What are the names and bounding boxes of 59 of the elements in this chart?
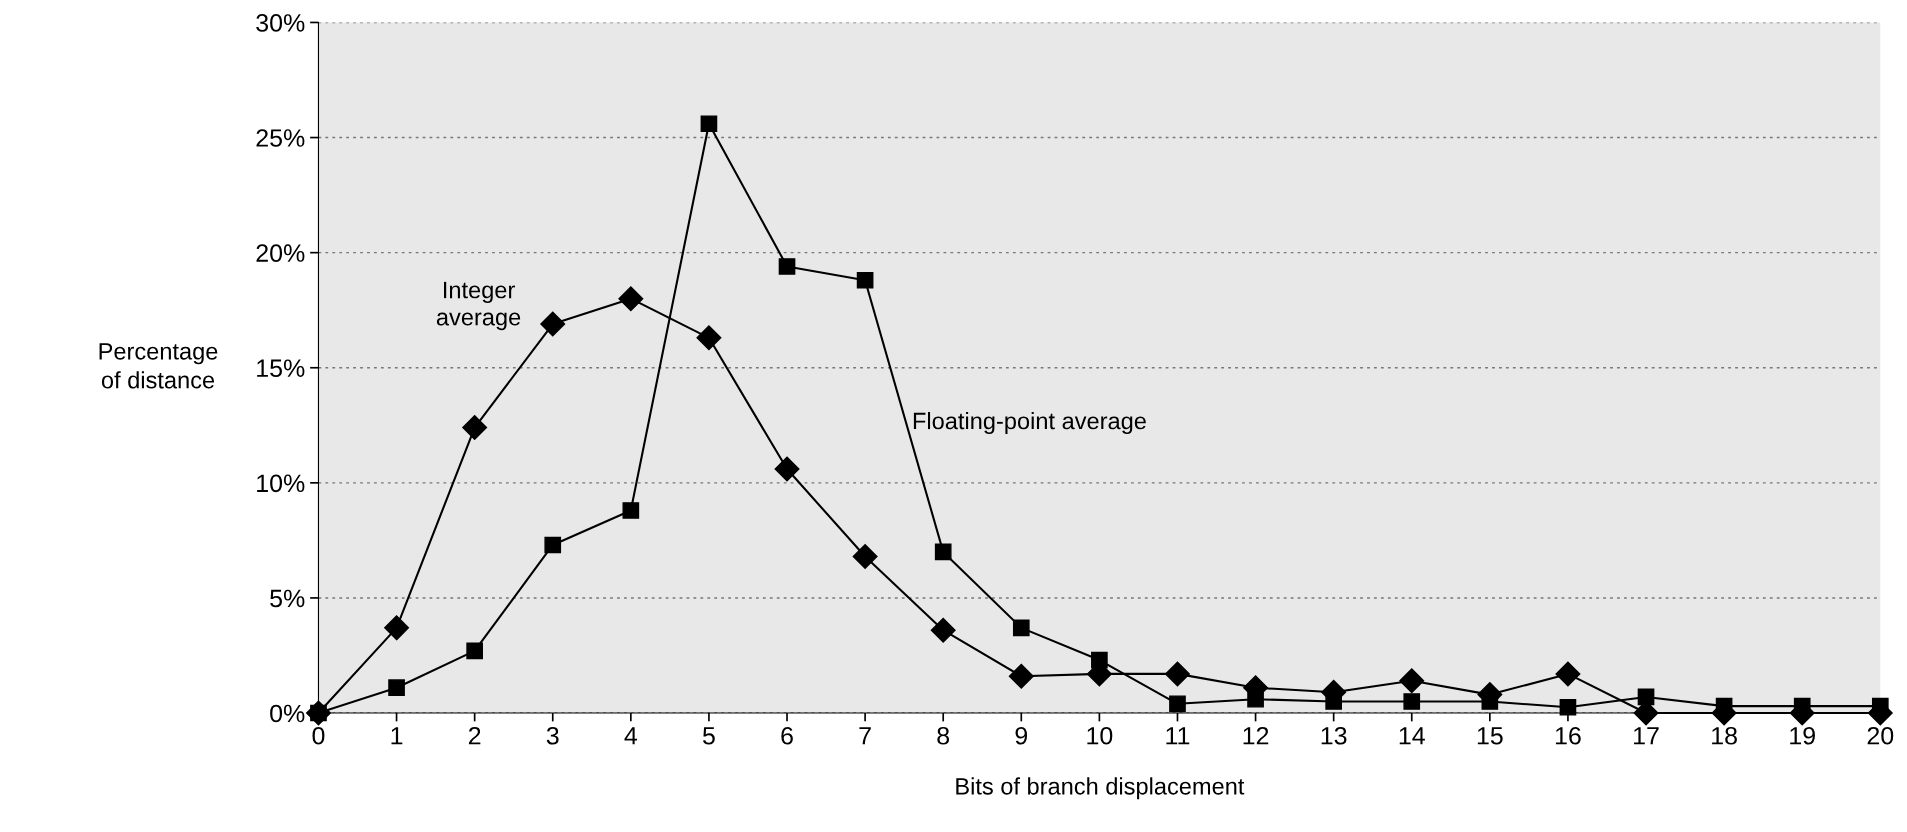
x-tick-label: 15 (1477, 727, 1503, 745)
x-tick-label: 20 (1867, 726, 1894, 745)
point (1403, 693, 1421, 710)
x-tick-label: 3 (546, 726, 559, 745)
y-tick-label: 5% (270, 589, 305, 608)
x-tick-label: 13 (1321, 726, 1347, 745)
point (388, 679, 405, 697)
x-tick-label: 5 (702, 727, 715, 745)
series-label: Integer average (436, 281, 521, 331)
x-tick-label: 14 (1399, 727, 1425, 745)
point (696, 325, 722, 351)
point (1012, 619, 1030, 637)
y-axis-title: Percentage of distance (99, 343, 218, 389)
point (462, 415, 488, 441)
point (1247, 690, 1264, 708)
x-tick-label: 1 (391, 727, 403, 745)
point (544, 536, 562, 554)
x-tick-label: 2 (468, 726, 481, 745)
x-tick-label: 9 (1015, 726, 1028, 745)
point (540, 311, 566, 337)
point (466, 642, 483, 660)
point (1559, 698, 1577, 716)
x-tick-label: 18 (1712, 726, 1737, 745)
point (1091, 651, 1108, 669)
series-label: Floating-point average (913, 411, 1146, 434)
point (1399, 668, 1425, 694)
y-tick-label: 30% (256, 14, 305, 32)
y-tick-label: 10% (257, 474, 305, 493)
x-tick-label: 11 (1166, 727, 1190, 745)
x-tick-label: 6 (781, 726, 793, 745)
point (1637, 688, 1655, 706)
y-tick-label: 15% (257, 359, 305, 378)
x-tick-label: 17 (1634, 727, 1659, 745)
point (930, 617, 956, 643)
point (384, 615, 410, 641)
point (1164, 661, 1190, 687)
point (622, 502, 640, 519)
point (700, 115, 718, 133)
point (934, 543, 952, 561)
y-tick-label: 25% (256, 129, 305, 147)
x-tick-label: 7 (859, 727, 871, 745)
point (1555, 661, 1581, 687)
x-tick-label: 4 (624, 727, 638, 745)
point (1008, 663, 1034, 689)
point (618, 286, 644, 312)
point (852, 544, 878, 569)
point (774, 456, 800, 482)
point (856, 271, 874, 289)
x-tick-label: 10 (1087, 726, 1113, 745)
y-tick-label: 0% (270, 704, 305, 723)
x-tick-label: 16 (1555, 726, 1581, 745)
y-tick-label: 20% (256, 244, 305, 262)
x-tick-label: 19 (1790, 726, 1815, 745)
point (778, 258, 796, 275)
x-tick-label: 0 (312, 726, 325, 745)
x-tick-label: 12 (1243, 726, 1269, 745)
x-axis-title: Bits of branch displacement (956, 777, 1245, 800)
point (1169, 695, 1186, 713)
x-tick-label: 8 (937, 726, 950, 745)
